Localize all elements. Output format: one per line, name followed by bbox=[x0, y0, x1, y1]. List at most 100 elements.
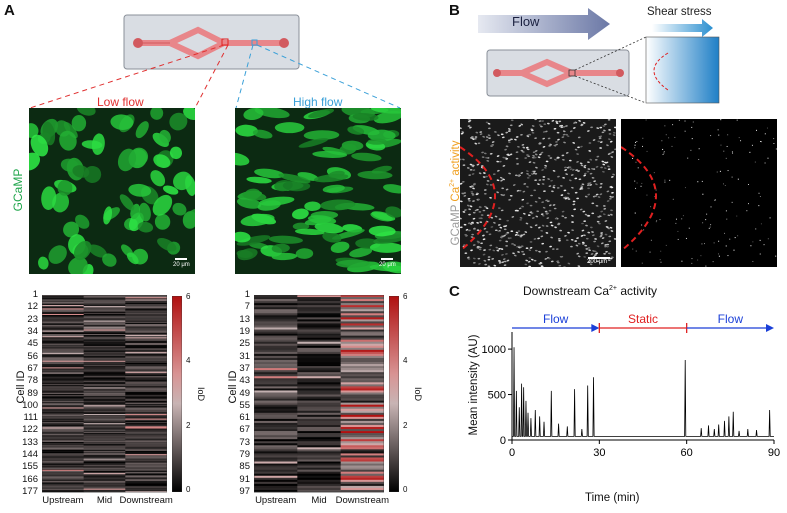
active-cell-dot bbox=[734, 237, 736, 239]
active-cell-dot bbox=[727, 170, 729, 172]
heatmap-cell bbox=[125, 313, 167, 316]
heatmap-cell bbox=[83, 458, 126, 461]
cell-dot bbox=[549, 204, 552, 207]
heatmap-cell bbox=[42, 313, 85, 316]
cell-dot bbox=[483, 152, 487, 155]
cell-dot bbox=[478, 246, 482, 249]
heatmap-cell bbox=[83, 485, 126, 487]
cell-dot bbox=[576, 252, 580, 255]
cell-dot bbox=[599, 126, 603, 129]
heatmap-cell bbox=[254, 364, 298, 367]
heatmap-cell bbox=[42, 456, 85, 458]
heatmap-cell bbox=[297, 414, 342, 418]
panel-letter-c: C bbox=[449, 283, 460, 300]
active-cell-dot bbox=[719, 170, 721, 172]
heatmap-cell bbox=[83, 311, 126, 314]
heatmap-cell bbox=[125, 455, 167, 457]
heatmap-cell bbox=[125, 396, 167, 398]
active-cell-dot bbox=[703, 243, 705, 245]
heatmap-cell bbox=[42, 371, 85, 374]
active-cell-dot bbox=[737, 178, 739, 180]
cell-dot bbox=[567, 231, 570, 234]
heatmap-cell bbox=[125, 387, 167, 389]
heatmap-cell bbox=[42, 345, 85, 347]
heatmap-cell bbox=[125, 307, 167, 309]
cell-dot bbox=[583, 164, 587, 167]
active-cell-dot bbox=[717, 253, 719, 255]
heatmap-cell bbox=[83, 321, 126, 324]
heatmap-cell bbox=[340, 447, 384, 450]
heatmap-cell bbox=[42, 326, 85, 328]
cell-dot bbox=[595, 193, 599, 196]
heatmap-cell bbox=[42, 301, 85, 304]
cell-dot bbox=[561, 215, 565, 218]
heatmap-cell bbox=[83, 411, 126, 414]
cell-dot bbox=[541, 224, 545, 227]
heatmap-cell bbox=[254, 467, 298, 470]
heatmap-cell bbox=[125, 429, 167, 432]
cell-dot bbox=[509, 237, 512, 239]
heatmap-cell bbox=[42, 401, 85, 404]
cell-dot bbox=[502, 194, 506, 197]
heatmap-cell bbox=[42, 417, 85, 419]
heatmap-cell bbox=[42, 489, 85, 492]
heatmap-cell bbox=[42, 389, 85, 392]
heatmap-cell bbox=[125, 337, 167, 339]
cell-dot bbox=[529, 241, 533, 243]
cell-dot bbox=[597, 140, 601, 143]
cell-dot bbox=[542, 131, 546, 133]
cell-dot bbox=[514, 174, 518, 177]
heatmap-cell bbox=[125, 400, 167, 403]
cell-dot bbox=[517, 234, 520, 237]
heatmap-cell bbox=[42, 360, 85, 363]
cell-blob bbox=[304, 201, 321, 212]
cell-dot bbox=[589, 158, 593, 161]
cell-dot bbox=[533, 156, 537, 159]
heatmap-cell bbox=[42, 415, 85, 417]
cell-dot bbox=[583, 174, 587, 177]
heatmap-cell bbox=[297, 362, 342, 365]
cell-dot bbox=[576, 161, 579, 163]
heatmap-cell bbox=[125, 412, 167, 415]
heatmap-cell bbox=[254, 357, 298, 361]
active-cell-dot bbox=[641, 182, 643, 184]
heatmap-cell bbox=[125, 399, 167, 402]
ytick-label: 7 bbox=[244, 301, 250, 313]
heatmap-cell bbox=[340, 329, 384, 332]
cell-dot bbox=[502, 165, 506, 167]
active-cell-dot bbox=[736, 215, 738, 217]
heatmap-cell bbox=[42, 446, 85, 448]
heatmap-cell bbox=[42, 420, 85, 423]
cell-dot bbox=[587, 231, 591, 234]
heatmap-cell bbox=[254, 431, 298, 434]
active-cell-dot bbox=[656, 220, 658, 222]
heatmap-cell bbox=[297, 319, 342, 322]
heatmap1-colorbar bbox=[172, 296, 182, 492]
cell-dot bbox=[610, 186, 614, 189]
cell-dot bbox=[545, 160, 549, 163]
cell-dot bbox=[467, 258, 471, 260]
cell-dot bbox=[598, 215, 602, 218]
heatmap-cell bbox=[254, 321, 298, 324]
heatmap-cell bbox=[340, 487, 384, 491]
active-cell-dot bbox=[662, 148, 664, 150]
cell-dot bbox=[564, 169, 568, 171]
cell-dot bbox=[595, 252, 599, 255]
active-cell-dot bbox=[664, 181, 666, 183]
heatmap-cell bbox=[340, 483, 384, 487]
active-cell-dot bbox=[669, 179, 671, 181]
active-cell-dot bbox=[684, 120, 686, 122]
cell-dot bbox=[571, 229, 575, 232]
cell-dot bbox=[554, 158, 557, 161]
heatmap-cell bbox=[125, 475, 167, 477]
heatmap2-yticks: 1 7 13 19 25 31 37 43 49 55 61 67 73 79 85 91 97 bbox=[220, 289, 252, 497]
cell-dot bbox=[601, 242, 604, 245]
heatmap-cell bbox=[340, 400, 384, 403]
cell-dot bbox=[610, 256, 614, 259]
cell-dot bbox=[547, 200, 550, 203]
cell-dot bbox=[461, 192, 465, 195]
active-cell-dot bbox=[718, 134, 720, 136]
cell-dot bbox=[499, 176, 503, 179]
heatmap-cell bbox=[125, 379, 167, 382]
heatmap-cell bbox=[340, 305, 384, 308]
